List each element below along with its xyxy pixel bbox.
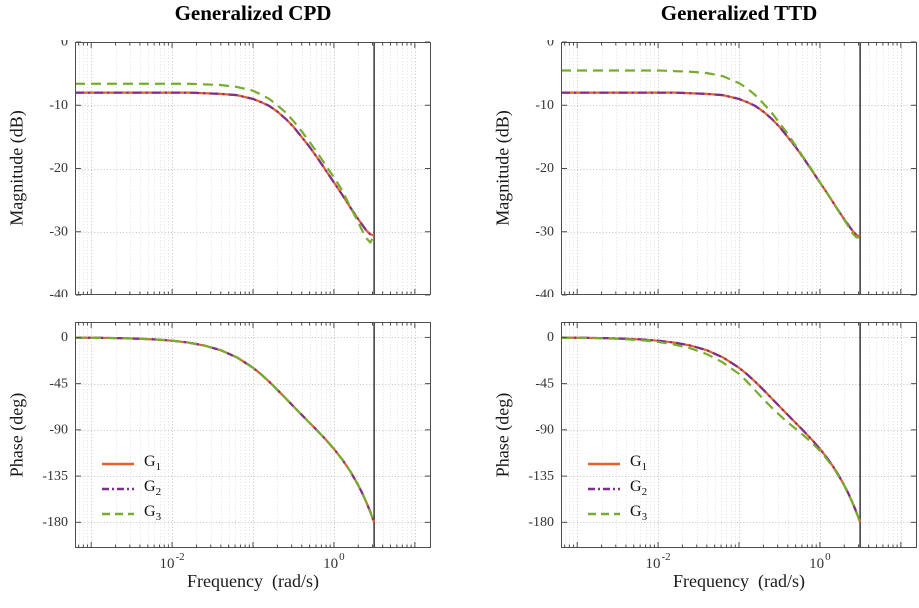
legend-item-g1: G1 [587,453,648,474]
legend-item-g2: G2 [101,478,162,499]
legend-item-g1: G1 [101,453,162,474]
ttd-legend: G1 G2 G3 [587,453,648,524]
g3-dashed-line-sample [588,512,620,516]
legend-label-g1: G1 [630,453,648,474]
cpd-magnitude-plot [29,40,433,297]
g1-solid-line-sample [102,462,134,466]
cpd-xaxis-label: Frequency (rad/s) [187,571,319,591]
cpd-legend: G1 G2 G3 [101,453,162,524]
legend-label-g3: G3 [144,503,162,524]
legend-item-g2: G2 [587,478,648,499]
ttd-xaxis-label: Frequency (rad/s) [673,571,805,591]
g1-solid-line-sample [588,462,620,466]
legend-label-g2: G2 [144,478,162,499]
cpd-magnitude-ylabel: Magnitude (dB) [6,110,27,226]
ttd-phase-ylabel: Phase (deg) [492,392,513,478]
g2-dashdot-line-sample [588,487,620,491]
ttd-phase-plot [515,320,919,576]
g3-dashed-line-sample [102,512,134,516]
legend-label-g2: G2 [630,478,648,499]
cpd-phase-plot [29,320,433,576]
cpd-title: Generalized CPD [174,1,332,25]
ttd-magnitude-ylabel: Magnitude (dB) [492,110,513,226]
cpd-phase-ylabel: Phase (deg) [6,392,27,478]
legend-item-g3: G3 [101,503,162,524]
legend-label-g1: G1 [144,453,162,474]
ttd-magnitude-plot [515,40,919,297]
legend-item-g3: G3 [587,503,648,524]
ttd-title: Generalized TTD [660,1,818,25]
legend-label-g3: G3 [630,503,648,524]
g2-dashdot-line-sample [102,487,134,491]
